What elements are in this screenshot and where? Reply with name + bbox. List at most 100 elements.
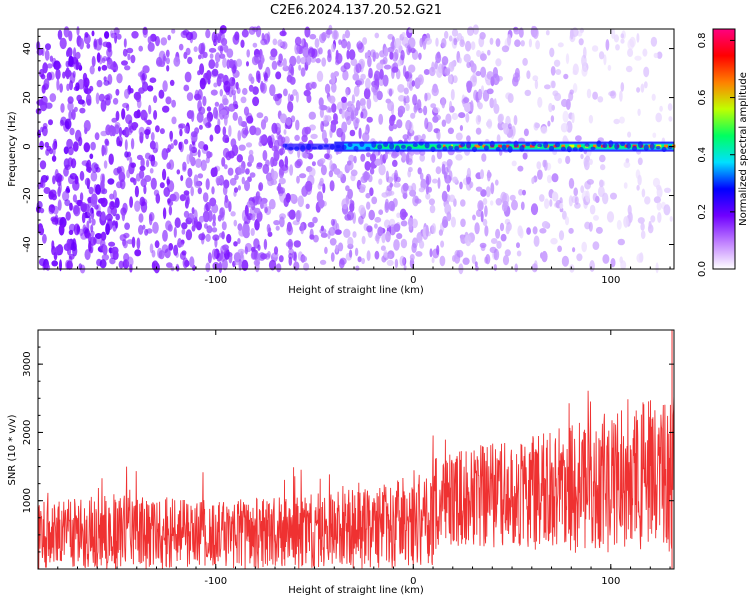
spectrogram-cell [86, 43, 91, 49]
spectrogram-cell [362, 37, 368, 45]
spectrogram-cell [589, 260, 595, 272]
spectrogram-cell [408, 37, 416, 49]
spectrogram-cell [653, 52, 659, 59]
spectrogram-cell [397, 59, 403, 67]
spectrogram-cell [441, 56, 449, 66]
spectrogram-cell [305, 180, 313, 192]
spectrogram-cell [72, 194, 77, 203]
spectrogram-cell [417, 74, 424, 86]
spectrogram-cell [484, 256, 488, 264]
spectrogram-cell [419, 172, 424, 181]
spectrogram-cell [149, 77, 157, 83]
spectrogram-cell [149, 33, 157, 42]
spectrogram-cell [410, 112, 416, 119]
spectrogram-cell [459, 125, 463, 131]
spectrogram-cell [599, 154, 606, 163]
spectrogram-cell [100, 212, 106, 221]
signal-halo [365, 146, 371, 151]
spectrogram-cell [449, 100, 453, 113]
spectrogram-cell [547, 120, 551, 127]
spectrogram-cell [528, 38, 533, 48]
spectrogram-cell [223, 114, 228, 126]
spectrogram-cell [106, 47, 113, 58]
spectrogram-cell [319, 158, 326, 164]
spectrogram-cell [317, 182, 322, 190]
spectrogram-cell [234, 31, 240, 41]
spectrogram-cell [260, 253, 268, 260]
spectrogram-cell [585, 155, 591, 162]
spectrogram-cell [126, 256, 134, 268]
spectrogram-cell [545, 30, 550, 36]
signal-peak [482, 144, 486, 148]
signal-halo [412, 143, 418, 148]
colorbar-frame [712, 28, 736, 270]
spectrogram-cell [217, 73, 225, 83]
spectrogram-cell [394, 38, 402, 49]
spectrogram-cell [72, 204, 80, 215]
spectrogram-cell [124, 65, 131, 71]
spectrogram-cell [186, 92, 194, 102]
spectrogram-cell [405, 119, 412, 131]
spectrogram-cell [273, 246, 279, 255]
spectrogram-cell [548, 102, 553, 113]
spectrogram-cell [329, 238, 337, 246]
spectrogram-cell [227, 167, 234, 176]
spectrogram-cell [374, 32, 380, 39]
spectrogram-cell [418, 187, 425, 193]
spectrogram-cell [396, 119, 403, 129]
spectrogram-cell [57, 199, 62, 211]
spectrogram-cell [425, 173, 432, 186]
spectrogram-cell [222, 57, 227, 68]
spectrogram-cell [166, 147, 170, 154]
spectrogram-cell [392, 159, 398, 167]
spectrogram-cell [540, 126, 548, 135]
spectrogram-cell [178, 43, 184, 51]
spectrogram-cell [347, 188, 353, 200]
spectrogram-ytick-label: 40 [22, 42, 33, 55]
spectrogram-cell [251, 246, 256, 253]
spectrogram-cell [260, 54, 265, 65]
spectrogram-cell [288, 252, 293, 260]
spectrogram-cell [99, 259, 107, 269]
spectrogram-cell [223, 45, 229, 53]
spectrogram-cell [269, 84, 276, 97]
spectrogram-cell [70, 158, 77, 169]
spectrogram-cell [114, 122, 121, 129]
spectrogram-cell [296, 175, 300, 184]
spectrogram-cell [79, 192, 84, 202]
spectrogram-cell [581, 65, 588, 77]
signal-halo [655, 145, 661, 150]
spectrogram-xtick-label: 0 [410, 275, 416, 286]
spectrogram-cell [65, 211, 71, 221]
spectrogram-cell [360, 111, 364, 119]
spectrogram-cell [555, 69, 562, 75]
spectrogram-cell [333, 71, 340, 77]
spectrogram-cell [611, 28, 616, 39]
spectrogram-cell [211, 186, 215, 195]
spectrogram-cell [176, 169, 181, 175]
spectrogram-cell [379, 68, 384, 80]
spectrogram-cell [328, 107, 333, 113]
signal-halo [347, 143, 353, 147]
spectrogram-cell [520, 201, 525, 211]
spectrogram-cell [309, 33, 317, 40]
spectrogram-cell [599, 179, 604, 188]
spectrogram-cell [41, 84, 46, 94]
spectrogram-cell [324, 153, 330, 160]
spectrogram-cell [90, 224, 94, 233]
spectrogram-cell [533, 235, 540, 247]
spectrogram-cell [532, 226, 538, 235]
spectrogram-cell [93, 237, 97, 245]
spectrogram-cell [124, 151, 129, 158]
spectrogram-cell [245, 168, 250, 175]
spectrogram-cell [205, 201, 211, 212]
spectrogram-cell [233, 93, 236, 103]
spectrogram-cell [323, 137, 329, 144]
spectrogram-cell [127, 53, 131, 61]
spectrogram-cell [45, 264, 51, 271]
colorbar-gradient [713, 29, 735, 269]
spectrogram-cell [244, 246, 248, 255]
spectrogram-cell [341, 96, 347, 103]
spectrogram-cell [197, 70, 201, 76]
spectrogram-cell [344, 29, 351, 39]
